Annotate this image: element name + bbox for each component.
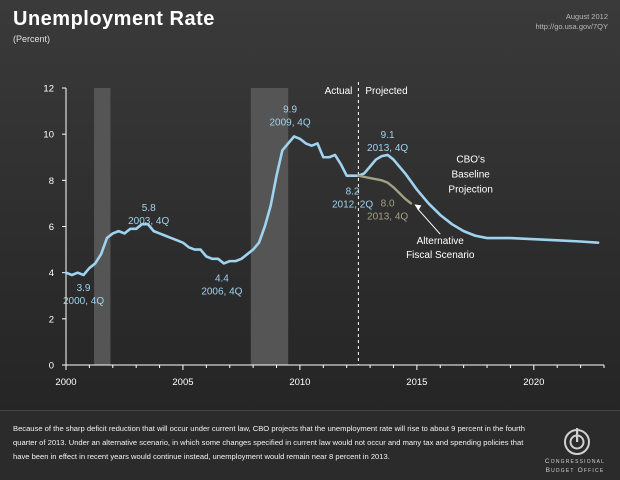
recession-bar-1: [94, 88, 111, 365]
annotation-value-a2009: 9.9: [283, 104, 297, 115]
annotation-value-a2000: 3.9: [77, 283, 91, 294]
y-tick-label-2: 2: [49, 314, 54, 325]
annotation-date-a2006: 2006, 4Q: [201, 286, 242, 297]
chart-units: (Percent): [13, 34, 51, 44]
chart-footnote: Because of the sharp deficit reduction t…: [13, 424, 526, 461]
annotation-value-a2013a: 8.0: [381, 198, 395, 209]
annotation-date-a2009: 2009, 4Q: [269, 117, 310, 128]
cbo-logo-icon: [564, 428, 590, 455]
y-tick-label-10: 10: [43, 130, 54, 141]
annotation-date-a2013b: 2013, 4Q: [367, 143, 408, 154]
source-link[interactable]: http://go.usa.gov/7QY: [535, 22, 608, 31]
alternative-label-line-2: Fiscal Scenario: [406, 250, 475, 261]
annotation-date-a2000: 2000, 4Q: [63, 296, 104, 307]
annotation-value-a2006: 4.4: [215, 273, 229, 284]
cbo-name: Congressional Budget Office: [535, 457, 615, 475]
baseline-label-line-2: Baseline: [451, 170, 490, 181]
x-tick-label-2020: 2020: [523, 377, 544, 388]
recession-bar-2: [250, 88, 289, 365]
annotation-value-a2003: 5.8: [142, 203, 156, 214]
x-tick-label-2015: 2015: [406, 377, 427, 388]
annotation-value-a2013b: 9.1: [381, 130, 395, 141]
alternative-pointer-line: [416, 208, 441, 235]
x-tick-label-2000: 2000: [55, 377, 76, 388]
baseline-label-line-3: Projection: [448, 185, 492, 196]
baseline-label-line-1: CBO's: [456, 155, 485, 166]
y-tick-label-8: 8: [49, 176, 54, 187]
baseline-series-line: [64, 135, 600, 277]
actual-label: Actual: [325, 86, 353, 97]
unemployment-chart: 0 2 4 6 8 10 12 2000 2005 2010 2015 2020 Actual Proje…: [43, 82, 605, 388]
annotation-date-a2012: 2012, 2Q: [332, 200, 373, 211]
y-tick-label-12: 12: [43, 84, 54, 95]
x-tick-label-2010: 2010: [289, 377, 310, 388]
x-tick-label-2005: 2005: [172, 377, 193, 388]
projected-label: Projected: [365, 86, 407, 97]
footer-panel: Because of the sharp deficit reduction t…: [0, 410, 620, 480]
annotation-value-a2012: 8.2: [346, 187, 360, 198]
alternative-pointer-arrowhead: [414, 204, 422, 211]
chart-title: Unemployment Rate: [13, 8, 215, 30]
cbo-name-line2: Budget Office: [545, 467, 605, 474]
publication-date: August 2012: [565, 12, 608, 21]
alternative-series-line: [357, 174, 413, 205]
alternative-label-line-1: Alternative: [417, 236, 465, 247]
y-tick-label-4: 4: [49, 268, 54, 279]
cbo-name-line1: Congressional: [544, 458, 606, 465]
annotation-date-a2003: 2003, 4Q: [128, 216, 169, 227]
annotation-date-a2013a: 2013, 4Q: [367, 211, 408, 222]
y-tick-label-6: 6: [49, 222, 54, 233]
y-tick-label-0: 0: [49, 361, 54, 372]
